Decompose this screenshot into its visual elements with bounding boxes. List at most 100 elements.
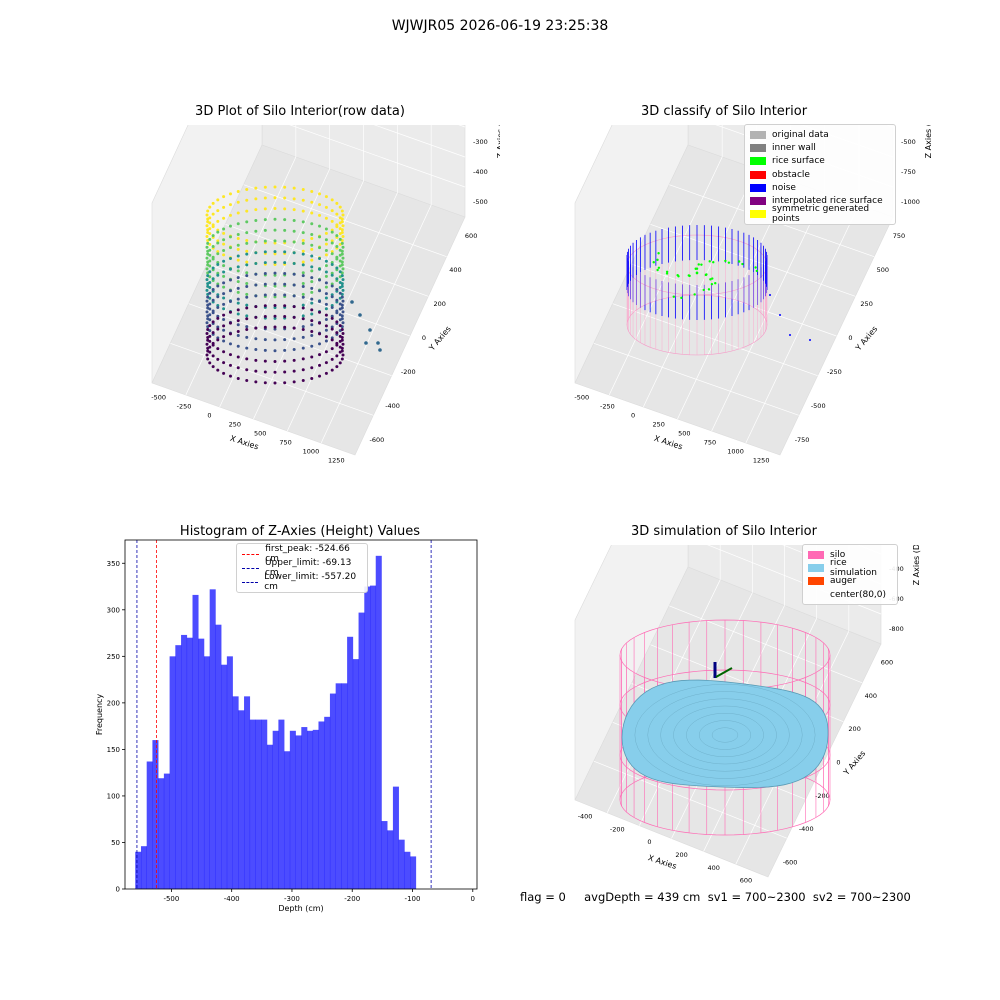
x-tick-label: 0	[471, 895, 475, 903]
histogram-bar	[221, 664, 228, 889]
y-tick-label: -750	[795, 436, 810, 444]
histogram-bar	[404, 851, 411, 889]
auger-arm	[715, 667, 733, 678]
point	[236, 366, 240, 370]
point	[310, 312, 314, 316]
point	[222, 195, 226, 199]
histogram-bar	[347, 636, 354, 889]
histogram-bar	[352, 659, 359, 889]
legend-item: Lower_limit: -557.20 cm	[242, 572, 362, 592]
point	[208, 291, 212, 295]
point	[236, 189, 240, 193]
point	[205, 299, 209, 303]
histogram-legend: first_peak: -524.66 cm Upper_limit: -69.1…	[236, 543, 368, 593]
y-tick-label: 350	[107, 560, 120, 568]
point	[341, 288, 345, 292]
point	[341, 310, 345, 314]
point	[310, 301, 314, 305]
point	[330, 316, 334, 320]
point	[335, 354, 339, 358]
point	[222, 231, 226, 235]
point	[273, 252, 277, 256]
y-axis-label: Y Axies	[853, 324, 879, 353]
point	[310, 323, 314, 327]
point	[254, 358, 258, 362]
legend-label: center(80,0)	[830, 589, 887, 600]
point	[263, 325, 267, 329]
point	[318, 192, 322, 196]
point	[301, 357, 305, 361]
legend-swatch	[808, 563, 824, 572]
point	[245, 335, 249, 339]
point	[236, 312, 240, 316]
legend-label: first_peak: -524.66 cm	[265, 544, 350, 564]
point	[222, 270, 226, 274]
y-tick-label: 0	[836, 759, 840, 767]
point	[254, 240, 258, 244]
point	[222, 371, 226, 375]
point	[318, 332, 322, 336]
histogram-bar	[284, 751, 291, 889]
y-tick-label: 100	[107, 792, 120, 800]
x-tick-label: -500	[151, 394, 166, 402]
point	[228, 192, 232, 196]
point	[254, 251, 258, 255]
simulation-3d-plot: -400 -200 0 200 400 600 -600 -400 -200 0 200 400 600…	[574, 545, 921, 885]
x-tick-label: -400	[578, 812, 593, 820]
point	[338, 324, 342, 328]
point	[263, 348, 267, 352]
point	[292, 283, 296, 287]
point	[324, 274, 328, 278]
point	[206, 252, 210, 256]
point	[283, 207, 287, 211]
point	[335, 266, 339, 270]
rice-surface-point	[710, 282, 714, 286]
point	[263, 271, 267, 275]
point	[273, 284, 277, 288]
point	[283, 185, 287, 189]
point	[206, 317, 210, 321]
point	[324, 242, 328, 246]
x-tick-label: 750	[704, 439, 716, 447]
rice-surface-point	[665, 270, 669, 273]
point	[245, 346, 249, 350]
point	[335, 298, 339, 302]
point	[273, 260, 277, 264]
point	[205, 288, 209, 292]
point	[206, 241, 210, 245]
point	[273, 273, 277, 277]
point	[324, 231, 328, 235]
point	[283, 338, 287, 342]
y-axis-label: Y Axies	[427, 324, 453, 353]
point	[310, 290, 314, 294]
z-tick-label: -400	[473, 168, 488, 176]
point	[205, 321, 209, 325]
x-tick-label: 1250	[753, 457, 770, 465]
simulation-legend: silo rice simulation auger center(80,0)	[802, 544, 898, 606]
point	[341, 331, 345, 335]
point	[216, 209, 220, 213]
point	[292, 380, 296, 384]
legend-line	[242, 553, 260, 555]
point	[222, 339, 226, 343]
point	[324, 270, 328, 274]
point	[318, 235, 322, 239]
point	[324, 216, 328, 220]
point	[283, 315, 287, 319]
point	[245, 306, 249, 310]
point	[216, 368, 220, 372]
point	[228, 321, 232, 325]
rice-mesh	[699, 720, 751, 750]
y-tick-label: 200	[434, 300, 446, 308]
point	[236, 377, 240, 381]
legend-label: obstacle	[772, 169, 810, 180]
point	[340, 252, 344, 256]
legend-item: center(80,0)	[808, 588, 892, 601]
histogram-bar	[335, 683, 342, 889]
point	[341, 342, 345, 346]
rice-surface-point	[711, 277, 714, 280]
classify-plot-title: 3D classify of Silo Interior	[640, 104, 808, 119]
point	[263, 293, 267, 297]
point	[222, 238, 226, 242]
point	[273, 314, 277, 318]
